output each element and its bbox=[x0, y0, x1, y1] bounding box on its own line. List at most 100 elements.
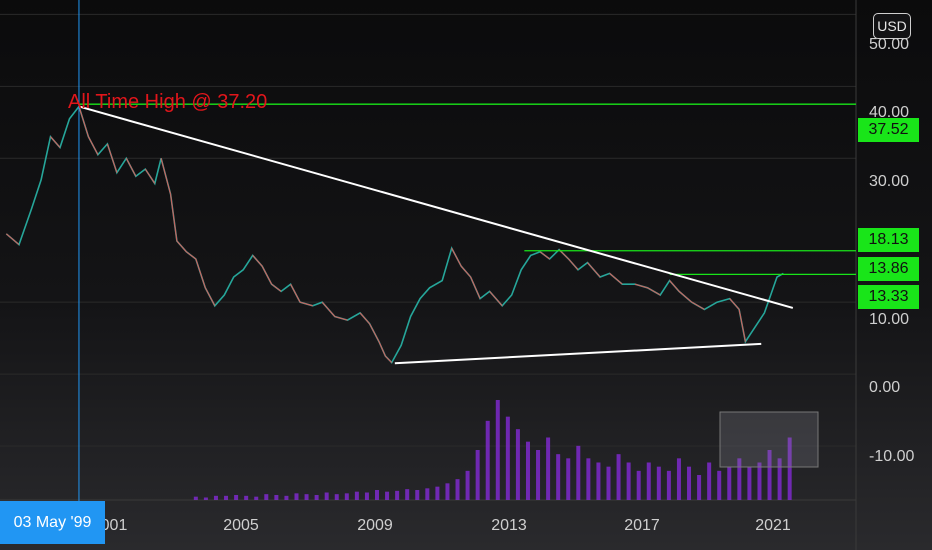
x-tick-label: 001 bbox=[100, 517, 128, 534]
price-series-down-segment bbox=[691, 301, 705, 310]
price-series-down-segment bbox=[321, 301, 336, 317]
price-series-down-segment bbox=[738, 309, 747, 342]
volume-bar bbox=[294, 493, 299, 500]
volume-bar bbox=[224, 495, 229, 500]
volume-bar bbox=[193, 496, 198, 500]
price-series-down-segment bbox=[271, 283, 282, 292]
volume-bar bbox=[546, 437, 551, 500]
y-tick-label: 0.00 bbox=[869, 379, 901, 396]
volume-bar bbox=[324, 492, 329, 500]
price-badge: 13.86 bbox=[858, 257, 919, 281]
price-series-down-segment bbox=[369, 323, 380, 343]
volume-bar bbox=[687, 466, 692, 500]
volume-bar bbox=[656, 466, 661, 500]
y-tick-label: 10.00 bbox=[869, 311, 910, 328]
price-series-down-segment bbox=[384, 355, 393, 364]
price-series-down-segment bbox=[185, 251, 197, 260]
volume-bar bbox=[636, 470, 641, 500]
price-series-down-segment bbox=[290, 283, 301, 303]
price-series-down-segment bbox=[634, 283, 648, 289]
volume-bar bbox=[465, 470, 470, 500]
volume-bar bbox=[717, 470, 722, 500]
volume-bar bbox=[556, 454, 561, 500]
price-series-down-segment bbox=[252, 254, 263, 267]
volume-bar bbox=[354, 491, 359, 500]
volume-bar bbox=[767, 450, 772, 500]
price-series-down-segment bbox=[299, 301, 313, 307]
volume-bar bbox=[676, 458, 681, 500]
volume-bar bbox=[405, 489, 410, 500]
price-series-down-segment bbox=[125, 157, 137, 177]
volume-bar bbox=[596, 462, 601, 500]
price-series-down-segment bbox=[195, 258, 206, 288]
volume-bar bbox=[203, 497, 208, 500]
price-series-down-segment bbox=[378, 341, 386, 357]
volume-bar bbox=[777, 458, 782, 500]
price-badge: 18.13 bbox=[858, 228, 919, 252]
volume-bar bbox=[314, 495, 319, 500]
price-series-down-segment bbox=[647, 287, 661, 296]
price-series-down-segment bbox=[609, 272, 623, 285]
price-series-down-segment bbox=[78, 106, 90, 137]
price-series-down-segment bbox=[87, 136, 99, 155]
price-series-down-segment bbox=[729, 298, 740, 310]
volume-bar bbox=[234, 495, 239, 500]
price-series-down-segment bbox=[144, 168, 156, 184]
volume-bar bbox=[274, 495, 279, 500]
crosshair-date-label: 03 May '99 bbox=[0, 501, 105, 544]
volume-bar bbox=[435, 486, 440, 500]
price-series-down-segment bbox=[568, 258, 579, 271]
volume-bar bbox=[536, 450, 541, 500]
price-series-down-segment bbox=[334, 315, 348, 321]
volume-bar bbox=[707, 462, 712, 500]
price-series-down-segment bbox=[451, 247, 462, 267]
price-series-down-segment bbox=[50, 136, 61, 148]
volume-bar bbox=[586, 458, 591, 500]
price-series-down-segment bbox=[160, 158, 172, 195]
volume-bar bbox=[787, 437, 792, 500]
price-series-down-segment bbox=[460, 265, 472, 278]
volume-bar bbox=[415, 490, 420, 500]
trendline bbox=[394, 342, 762, 365]
price-series-down-segment bbox=[470, 276, 481, 299]
trendline bbox=[78, 105, 794, 309]
volume-bar bbox=[254, 496, 259, 500]
volume-bar bbox=[385, 491, 390, 500]
volume-bar bbox=[757, 462, 762, 500]
price-series-down-segment bbox=[106, 143, 118, 173]
volume-bar bbox=[475, 450, 480, 500]
price-series-down-segment bbox=[176, 240, 187, 253]
all-time-high-annotation[interactable]: All Time High @ 37.20 bbox=[68, 91, 268, 113]
volume-bar bbox=[616, 454, 621, 500]
volume-bar bbox=[737, 458, 742, 500]
drawing-rectangle bbox=[719, 411, 819, 468]
price-badge-ath: 37.52 bbox=[858, 118, 919, 142]
volume-bar bbox=[364, 492, 369, 500]
x-tick-label: 2021 bbox=[755, 517, 791, 534]
volume-bar bbox=[244, 495, 249, 500]
price-series-down-segment bbox=[359, 312, 371, 325]
x-tick-label: 2017 bbox=[624, 517, 660, 534]
y-tick-label: 30.00 bbox=[869, 173, 910, 190]
price-series-down-segment bbox=[204, 287, 216, 307]
volume-bar bbox=[505, 416, 510, 500]
volume-bar bbox=[375, 490, 380, 500]
volume-bar bbox=[284, 495, 289, 500]
volume-bar bbox=[455, 479, 460, 500]
price-series-line bbox=[5, 104, 784, 364]
price-series-down-segment bbox=[169, 194, 178, 242]
currency-button[interactable]: USD bbox=[873, 13, 911, 39]
price-series-down-segment bbox=[669, 280, 680, 292]
volume-bar bbox=[304, 494, 309, 500]
y-tick-label: 50.00 bbox=[869, 36, 910, 53]
price-series-down-segment bbox=[539, 251, 550, 260]
volume-bar bbox=[344, 493, 349, 500]
price-series-down-segment bbox=[261, 265, 273, 285]
volume-bar bbox=[485, 420, 490, 500]
volume-bar bbox=[445, 483, 450, 500]
volume-bar bbox=[666, 470, 671, 500]
price-series-down-segment bbox=[678, 290, 693, 303]
volume-bar bbox=[425, 488, 430, 500]
